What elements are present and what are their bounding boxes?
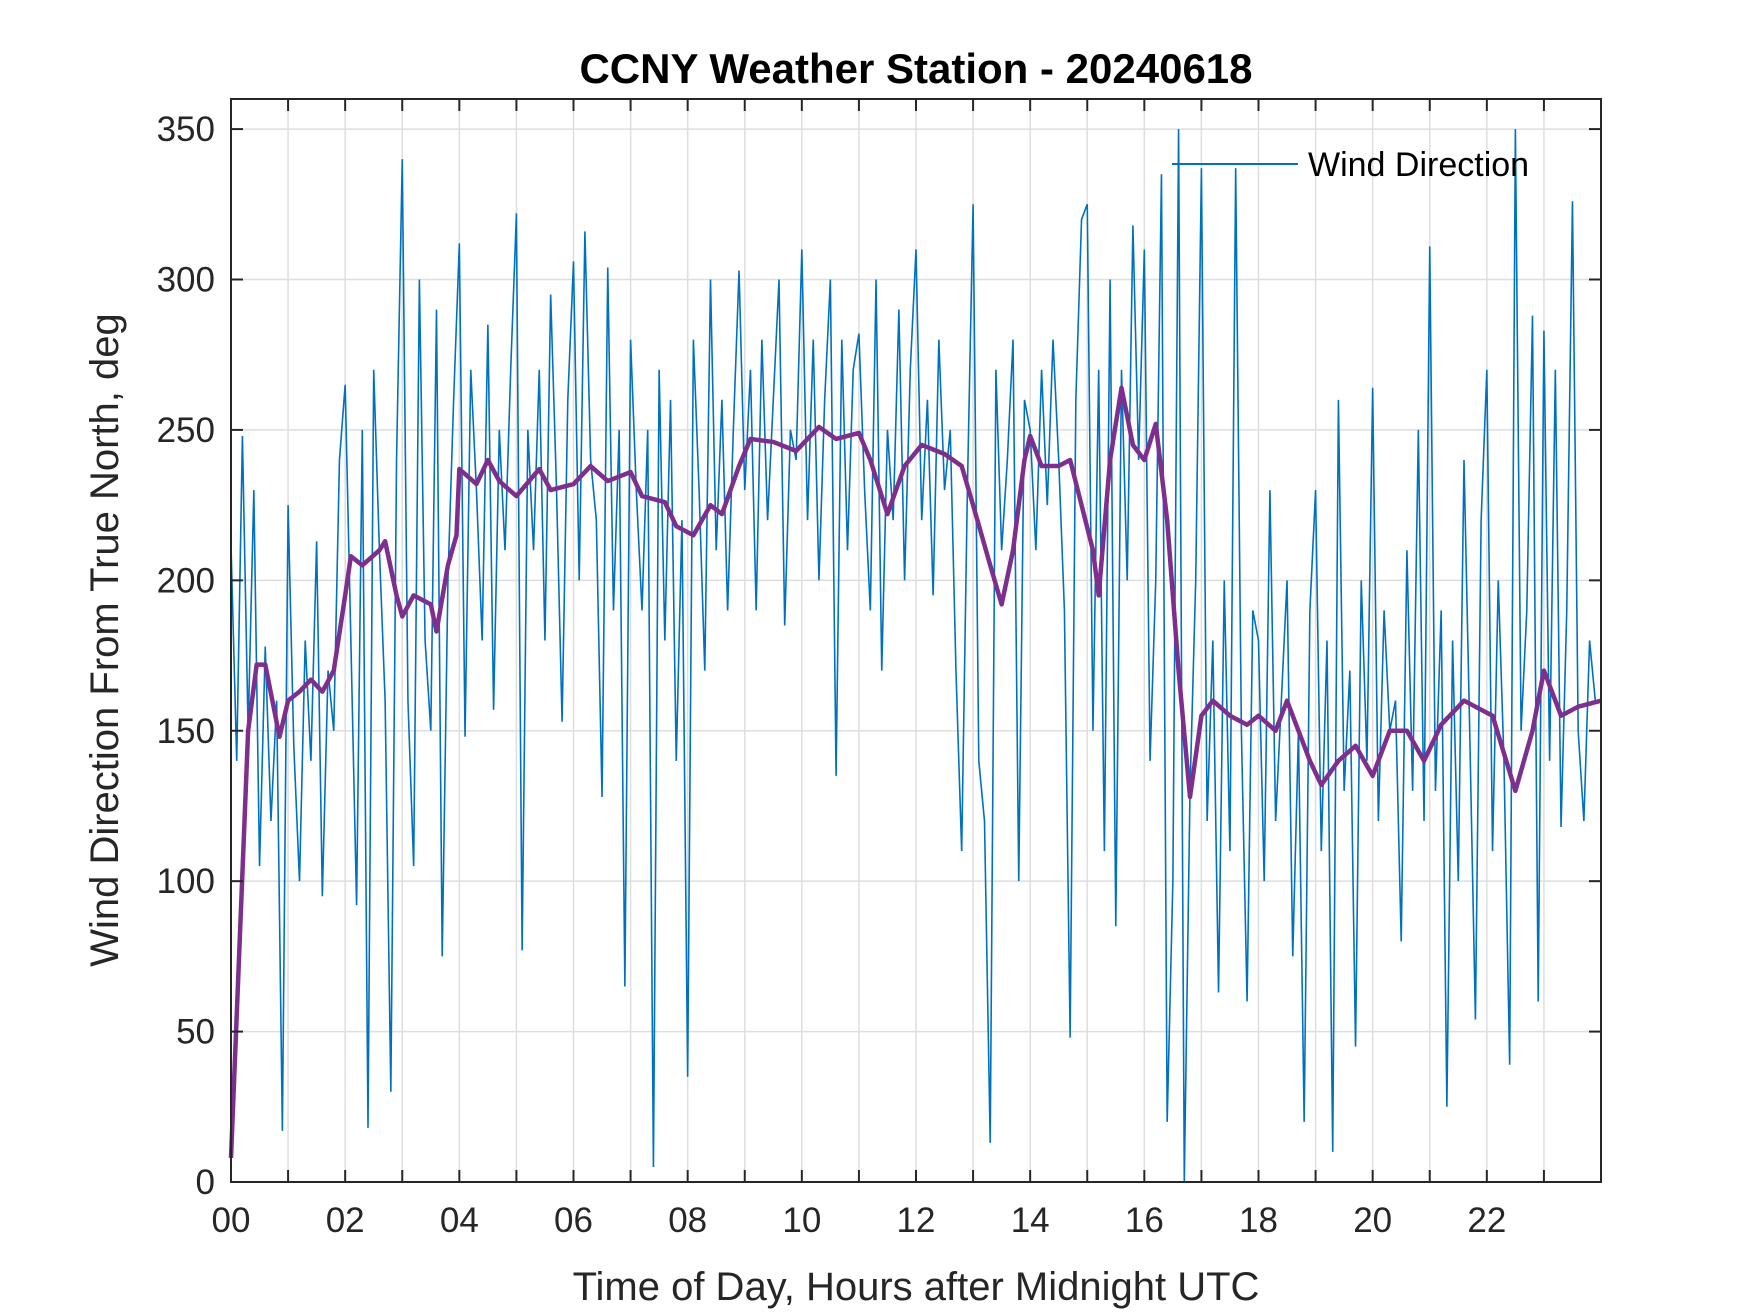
y-tick-label: 250: [157, 411, 215, 450]
x-tick-label: 02: [326, 1201, 365, 1240]
x-tick-label: 08: [668, 1201, 707, 1240]
x-tick-label: 04: [440, 1201, 479, 1240]
x-axis-label: Time of Day, Hours after Midnight UTC: [573, 1265, 1260, 1309]
legend: Wind Direction: [1172, 146, 1529, 184]
legend-label-wind-direction: Wind Direction: [1308, 146, 1529, 184]
x-tick-label: 22: [1467, 1201, 1506, 1240]
x-tick-label: 16: [1125, 1201, 1164, 1240]
y-tick-label: 100: [157, 862, 215, 901]
chart-title: CCNY Weather Station - 20240618: [579, 45, 1252, 92]
y-tick-label: 300: [157, 261, 215, 300]
ticks: 0 50 100 150 200 250 300 350 00 02 04 06 08 10 12 14 16 1…: [157, 99, 1601, 1240]
x-tick-label: 14: [1011, 1201, 1050, 1240]
moving-average-line: [228, 385, 1602, 1159]
wind-direction-line: [230, 129, 1597, 1183]
y-tick-label: 350: [157, 110, 215, 149]
x-tick-label: 12: [897, 1201, 936, 1240]
x-tick-label: 20: [1353, 1201, 1392, 1240]
y-axis-label: Wind Direction From True North, deg: [83, 313, 127, 967]
y-tick-label: 50: [176, 1013, 215, 1052]
y-tick-label: 200: [157, 561, 215, 600]
y-tick-label: 150: [157, 712, 215, 751]
x-tick-label: 00: [212, 1201, 251, 1240]
plot-area: [228, 129, 1602, 1183]
x-tick-label: 18: [1239, 1201, 1278, 1240]
x-tick-label: 10: [782, 1201, 821, 1240]
y-tick-label: 0: [196, 1163, 215, 1202]
x-tick-label: 06: [554, 1201, 593, 1240]
